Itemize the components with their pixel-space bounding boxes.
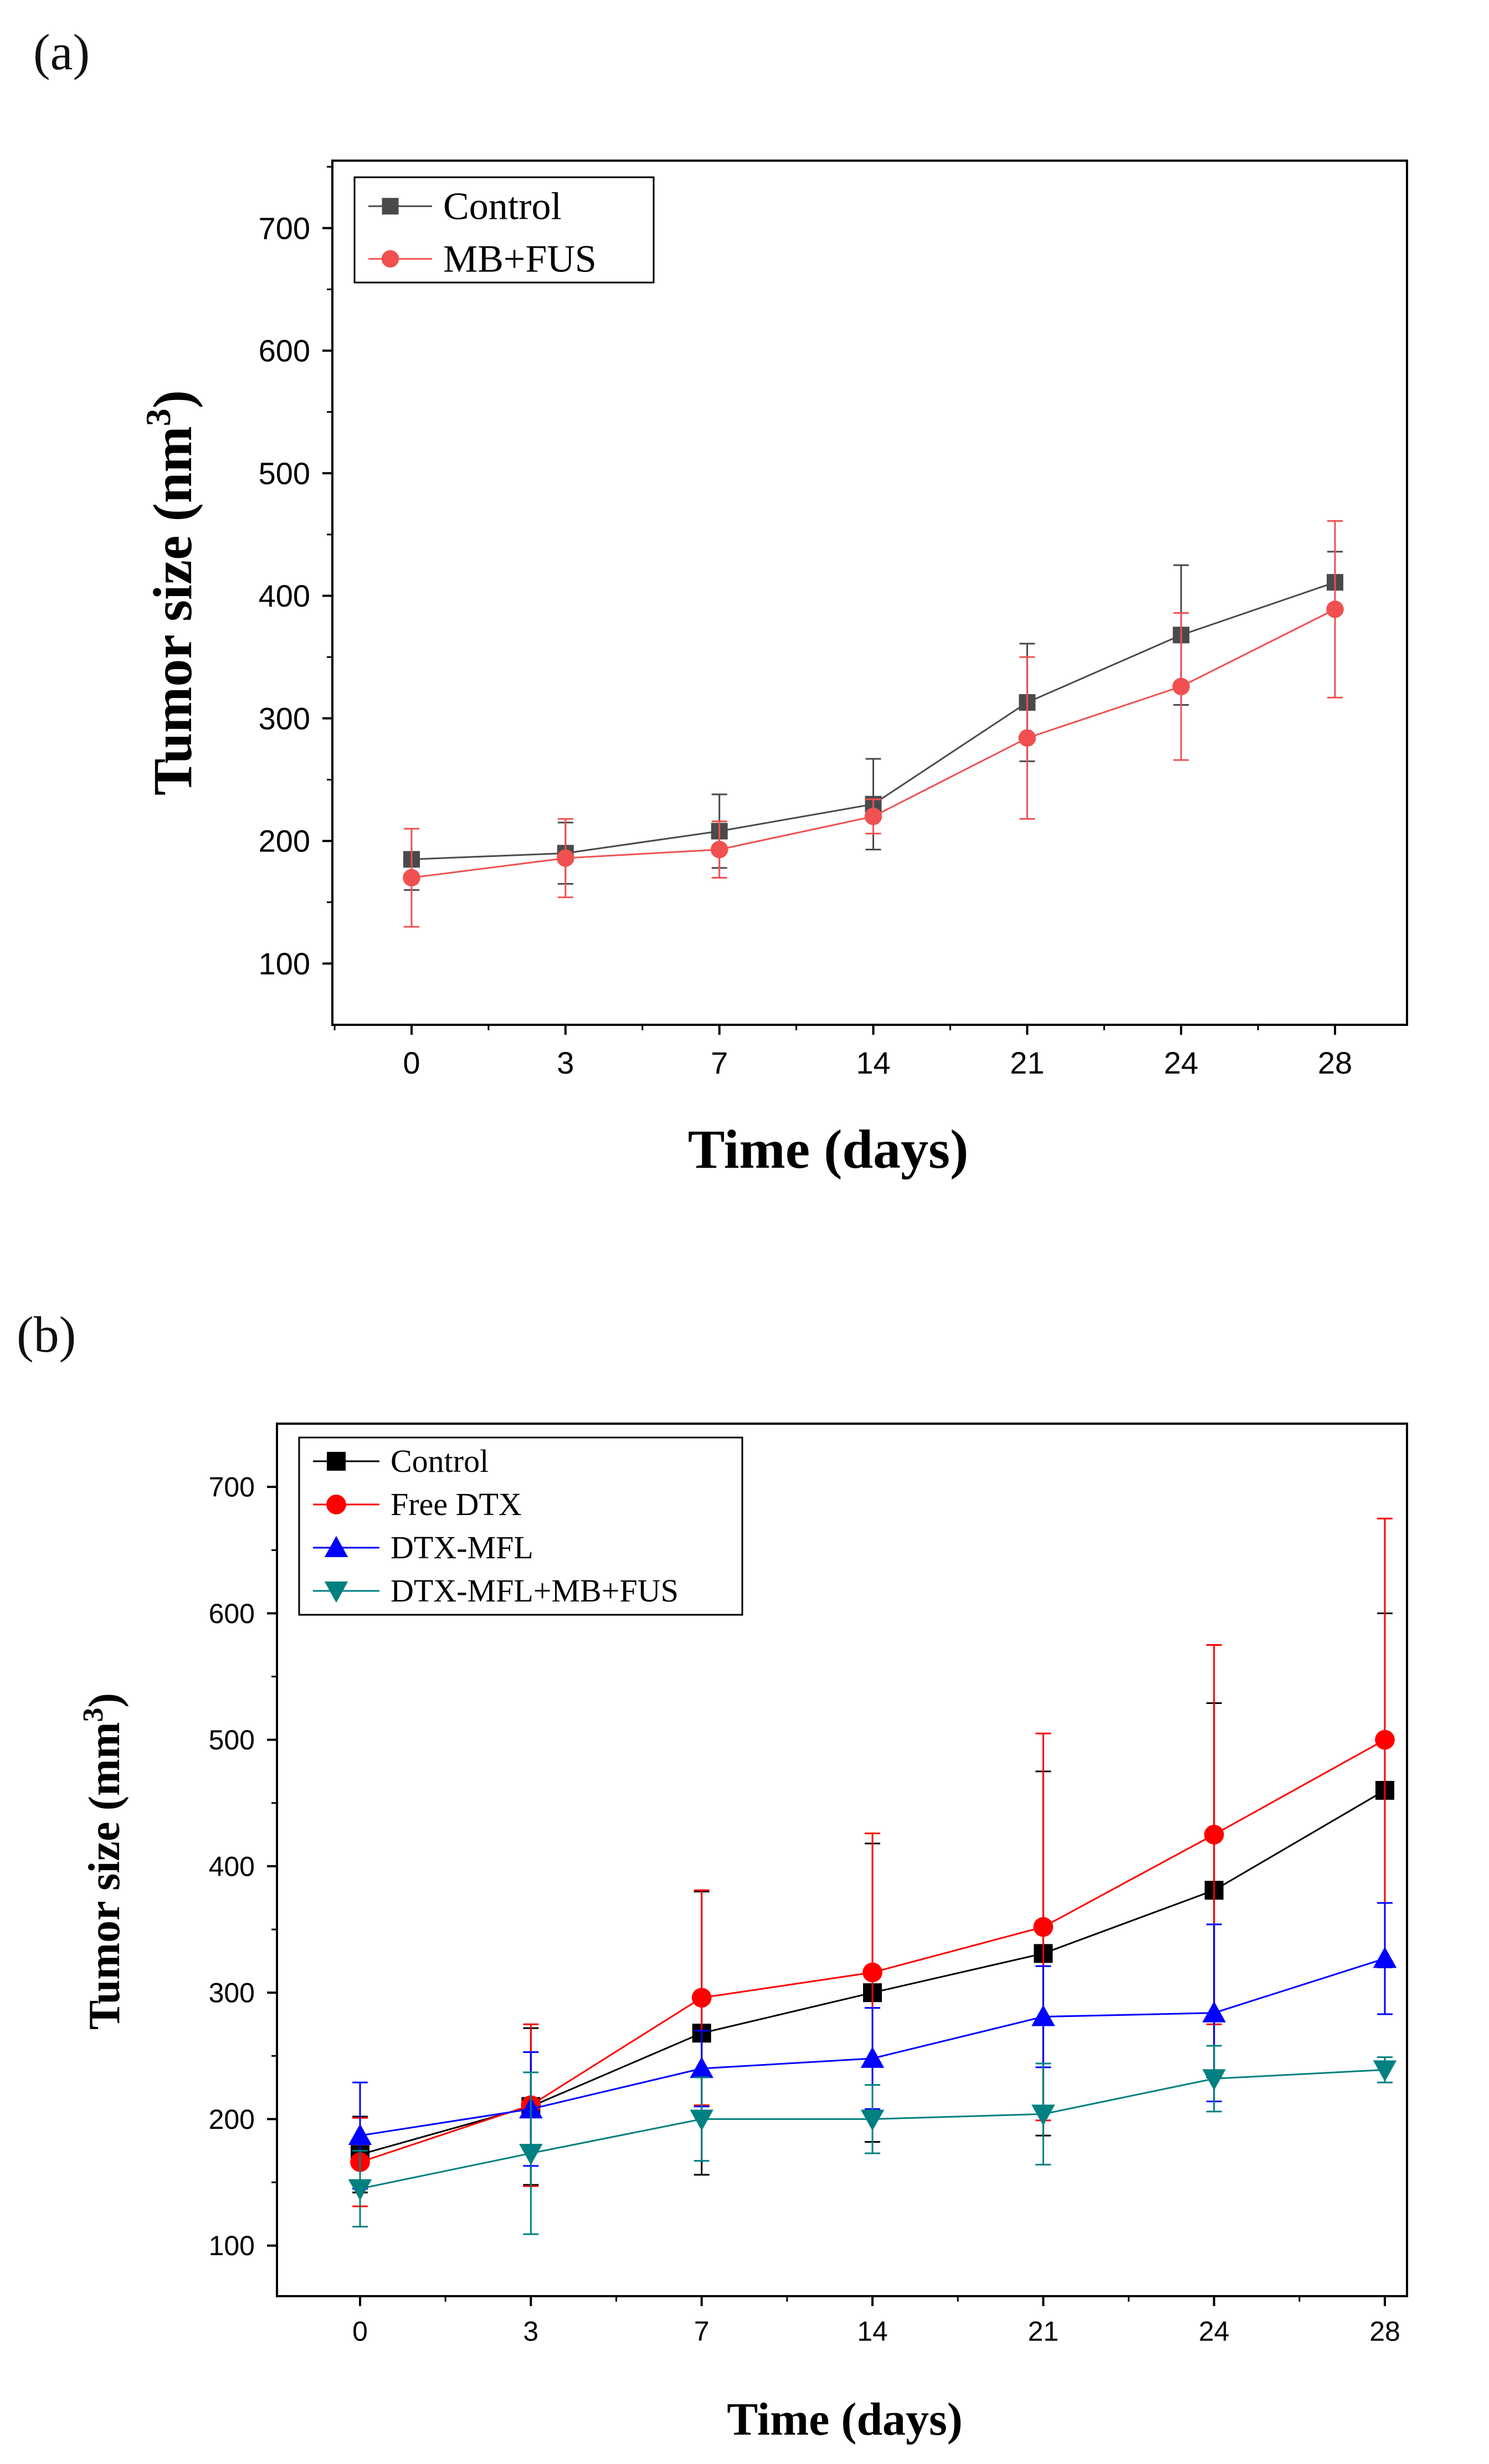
x-tick-label: 0	[403, 1045, 420, 1080]
data-point	[557, 849, 574, 867]
data-point	[348, 2179, 372, 2201]
data-point	[1031, 2104, 1055, 2126]
y-tick-label: 400	[209, 1851, 255, 1882]
data-point	[1031, 2005, 1055, 2026]
panel-b-plot-frame	[276, 1423, 1408, 2297]
y-tick-label: 100	[209, 2230, 255, 2261]
data-point	[860, 2046, 885, 2068]
y-tick-label: 300	[259, 701, 310, 736]
data-point	[519, 2144, 543, 2165]
data-point	[1373, 2060, 1397, 2082]
panel-b-y-axis-label-main: Tumor size (mm	[80, 1722, 129, 2030]
x-tick-label: 28	[1318, 1045, 1352, 1080]
panel-b: (b) 100 200 300 400 500 600 700 0 3 7 14 21 24 28 Cont…	[17, 1306, 1408, 2445]
panel-a-marks: 100 200 300 400 500 600 700 0 3 7 14 21 24 28 Control M…	[259, 166, 1352, 1080]
x-tick-label: 7	[711, 1045, 728, 1080]
panel-a-y-axis-label-sup: 3	[138, 408, 178, 426]
data-point	[1373, 1947, 1397, 1968]
y-tick-label: 200	[209, 2104, 255, 2135]
legend-label: Control	[443, 185, 562, 228]
data-point	[348, 2123, 372, 2145]
data-point	[1204, 1824, 1224, 1845]
data-point	[403, 869, 420, 887]
data-point	[710, 840, 728, 859]
data-point	[864, 808, 882, 825]
x-tick-label: 0	[352, 2316, 368, 2347]
data-point	[1018, 729, 1036, 747]
panel-b-y-axis-label-sup: 3	[78, 1708, 109, 1722]
x-tick-label: 24	[1199, 2316, 1230, 2347]
series-mb-fus	[403, 520, 1344, 928]
data-point	[690, 2056, 713, 2078]
legend-marker	[326, 1495, 346, 1515]
x-tick-label: 21	[1010, 1045, 1044, 1080]
legend-label: Free DTX	[391, 1486, 522, 1522]
y-tick-label: 500	[209, 1724, 255, 1755]
panel-a-x-axis-label: Time (days)	[688, 1118, 969, 1180]
legend-marker	[382, 198, 399, 215]
series-dtx-mfl-mb-fus	[348, 2045, 1397, 2235]
legend-label: Control	[391, 1443, 489, 1479]
panel-b-y-axis-label: Tumor size (mm3)	[78, 1693, 129, 2030]
legend-label: DTX-MFL+MB+FUS	[391, 1573, 679, 1609]
data-point	[1172, 677, 1190, 696]
legend-marker	[324, 1536, 348, 1557]
data-point	[1202, 2001, 1226, 2022]
x-tick-label: 14	[856, 1045, 890, 1080]
legend-box	[298, 1436, 743, 1616]
data-point	[1202, 2069, 1226, 2091]
y-tick-label: 600	[209, 1598, 255, 1629]
x-tick-label: 3	[523, 2316, 538, 2347]
y-tick-label: 700	[259, 211, 310, 245]
panel-a: (a) 100 200 300 400 500 600 700 0 3 7 14 21 24 28 Cont…	[33, 24, 1408, 1180]
x-tick-label: 28	[1369, 2316, 1400, 2347]
y-tick-label: 100	[259, 946, 310, 981]
x-tick-label: 24	[1164, 1045, 1198, 1080]
x-tick-label: 7	[694, 2316, 710, 2347]
x-tick-label: 21	[1028, 2316, 1059, 2347]
panel-b-label: (b)	[17, 1306, 76, 1363]
y-tick-label: 300	[209, 1978, 255, 2009]
panel-a-label: (a)	[33, 24, 90, 80]
data-point	[1033, 1917, 1054, 1937]
panel-a-plot-frame	[331, 160, 1408, 1026]
y-tick-label: 700	[209, 1472, 255, 1503]
panel-b-x-axis-label: Time (days)	[727, 2394, 962, 2445]
data-point	[1375, 1729, 1395, 1750]
y-tick-label: 200	[259, 824, 310, 859]
panel-a-y-axis-label: Tumor size (nm3)	[138, 390, 203, 795]
panel-a-y-axis-label-main: Tumor size (nm	[142, 426, 203, 795]
x-tick-label: 14	[857, 2316, 888, 2347]
data-point	[860, 2109, 885, 2131]
y-tick-label: 500	[259, 456, 310, 491]
y-tick-label: 400	[259, 578, 310, 613]
y-tick-label: 600	[259, 333, 310, 368]
legend-marker	[381, 250, 399, 268]
panel-a-y-axis-label-close: )	[142, 390, 203, 408]
legend-marker	[327, 1451, 346, 1471]
data-point	[690, 2109, 713, 2131]
panel-b-marks: 100 200 300 400 500 600 700 0 3 7 14 21 24 28 Control F…	[209, 1436, 1400, 2347]
data-point	[691, 1988, 712, 2008]
panel-b-y-axis-label-close: )	[80, 1693, 129, 1708]
legend-box	[353, 176, 655, 284]
x-tick-label: 3	[557, 1045, 574, 1080]
legend-label: DTX-MFL	[391, 1529, 533, 1565]
legend-label: MB+FUS	[443, 238, 597, 280]
data-point	[1326, 600, 1344, 618]
legend-marker	[324, 1581, 348, 1603]
data-point	[862, 1962, 882, 1983]
